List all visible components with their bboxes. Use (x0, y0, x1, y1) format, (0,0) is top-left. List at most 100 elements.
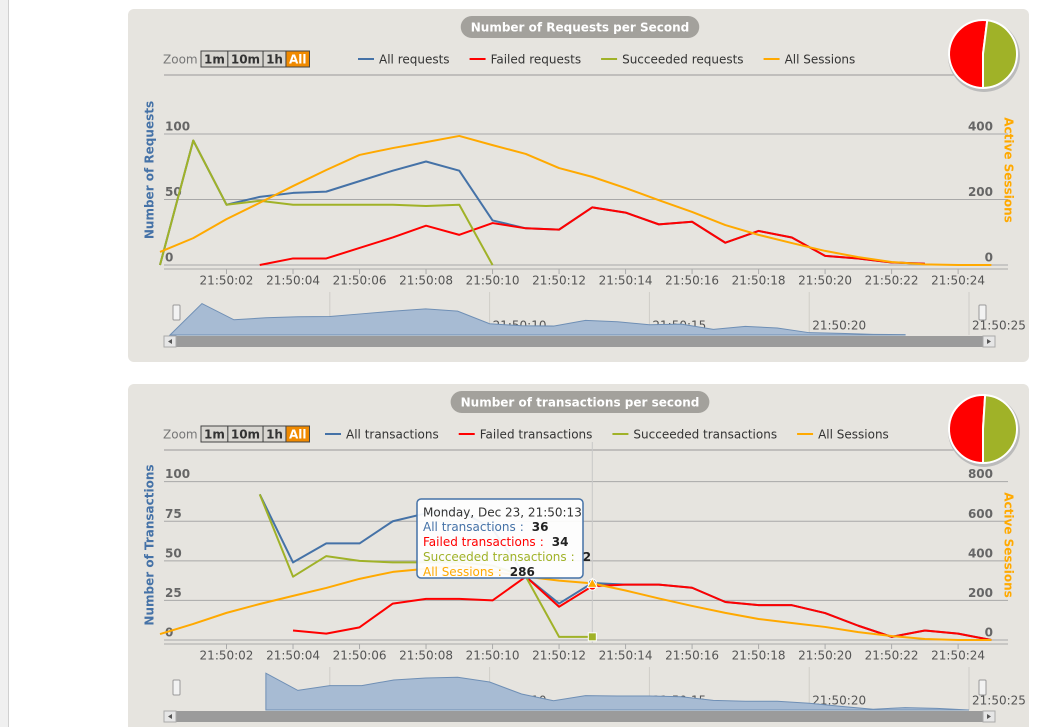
legend-label[interactable]: All transactions (346, 428, 439, 442)
y2-tick-label: 0 (985, 626, 993, 640)
x-tick-label: 21:50:08 (399, 649, 453, 663)
zoom-button-label[interactable]: All (289, 53, 307, 67)
legend-label[interactable]: Succeeded transactions (633, 428, 777, 442)
navigator-handle[interactable] (978, 304, 987, 321)
x-tick-label: 21:50:14 (599, 649, 653, 663)
y2-tick-label: 800 (968, 467, 993, 481)
legend-label[interactable]: All Sessions (818, 428, 889, 442)
x-tick-label: 21:50:24 (931, 274, 985, 288)
series-line (292, 575, 992, 641)
legend-label[interactable]: Succeeded requests (622, 53, 743, 67)
x-tick-label: 21:50:24 (931, 649, 985, 663)
zoom-button-label[interactable]: All (289, 428, 307, 442)
series-line (159, 134, 992, 266)
pie-slice (982, 394, 1018, 465)
x-tick-label: 21:50:20 (798, 649, 852, 663)
scrollbar-arrow-right (987, 714, 991, 719)
tooltip-series-name: Succeeded transactions (423, 550, 567, 564)
navigator-handle[interactable] (172, 679, 181, 696)
hover-marker (587, 632, 597, 642)
navigator-area (168, 302, 906, 336)
navigator-handle[interactable] (978, 679, 987, 696)
y2-axis-title: Active Sessions (1002, 117, 1016, 223)
y2-tick-label: 400 (968, 546, 993, 560)
scrollbar-arrow-right (987, 339, 991, 344)
legend-label[interactable]: All requests (379, 53, 450, 67)
x-tick-label: 21:50:22 (865, 274, 919, 288)
x-tick-label: 21:50:22 (865, 649, 919, 663)
y-tick-label: 0 (165, 251, 173, 265)
x-tick-label: 21:50:08 (399, 274, 453, 288)
y2-tick-label: 200 (968, 586, 993, 600)
x-tick-label: 21:50:06 (333, 649, 387, 663)
tooltip-separator: : (498, 565, 502, 579)
y2-axis-title: Active Sessions (1002, 492, 1016, 598)
title-pill (450, 391, 710, 413)
y-tick-label: 50 (165, 546, 182, 560)
series-line (159, 139, 494, 266)
x-tick-label: 21:50:18 (732, 649, 786, 663)
tooltip-row: All Sessions:286 (423, 565, 535, 579)
tooltip-box (416, 498, 584, 579)
pie-slice (982, 19, 1018, 90)
tooltip-value: 286 (510, 565, 535, 579)
scrollbar-arrow-left (168, 339, 172, 344)
navigator-tick-label: 21:50:25 (972, 694, 1026, 708)
x-tick-label: 21:50:12 (532, 274, 586, 288)
legend-label[interactable]: All Sessions (785, 53, 856, 67)
legend-label[interactable]: Failed transactions (480, 428, 593, 442)
tooltip-separator: : (540, 535, 544, 549)
y-tick-label: 100 (165, 467, 190, 481)
zoom-button-label[interactable]: 10m (231, 428, 260, 442)
zoom-button-label[interactable]: 1m (204, 428, 225, 442)
y2-tick-label: 200 (968, 185, 993, 199)
tooltip-series-name: Failed transactions (423, 535, 536, 549)
zoom-label: Zoom (163, 53, 198, 67)
x-tick-label: 21:50:18 (732, 274, 786, 288)
chart-title: Number of Requests per Second (471, 21, 690, 35)
y-axis-title: Number of Requests (143, 101, 157, 239)
tooltip-separator: : (520, 520, 524, 534)
tooltip-value: 2 (583, 550, 591, 564)
zoom-button-label[interactable]: 1h (266, 53, 283, 67)
x-tick-label: 21:50:14 (599, 274, 653, 288)
legend-label[interactable]: Failed requests (491, 53, 582, 67)
navigator-tick-label: 21:50:25 (972, 319, 1026, 333)
x-tick-label: 21:50:04 (266, 274, 320, 288)
navigator-tick-label: 21:50:20 (812, 694, 866, 708)
zoom-button[interactable] (285, 425, 310, 443)
x-tick-label: 21:50:10 (466, 274, 520, 288)
scrollbar-track[interactable] (164, 336, 995, 347)
y-tick-label: 100 (165, 119, 190, 133)
series-line (159, 564, 992, 641)
y-tick-label: 25 (165, 586, 182, 600)
pie-slice (948, 19, 989, 90)
zoom-button-label[interactable]: 1m (204, 53, 225, 67)
series-line (259, 206, 925, 266)
y-tick-label: 75 (165, 507, 182, 521)
navigator-tick-label: 21:50:20 (812, 319, 866, 333)
chart-panel (128, 9, 1029, 362)
tooltip-title: Monday, Dec 23, 21:50:13 (423, 506, 582, 520)
tooltip-separator: : (571, 550, 575, 564)
y2-tick-label: 400 (968, 119, 993, 133)
x-tick-label: 21:50:12 (532, 649, 586, 663)
zoom-button-label[interactable]: 1h (266, 428, 283, 442)
tooltip-row: Succeeded transactions:2 (423, 550, 591, 564)
tooltip-row: All transactions:36 (423, 520, 548, 534)
x-tick-label: 21:50:16 (665, 649, 719, 663)
x-tick-label: 21:50:02 (200, 274, 254, 288)
chart-title: Number of transactions per second (461, 396, 700, 410)
tooltip-series-name: All transactions (423, 520, 516, 534)
navigator-handle[interactable] (172, 304, 181, 321)
scrollbar-track[interactable] (164, 711, 995, 722)
x-tick-label: 21:50:02 (200, 649, 254, 663)
x-tick-label: 21:50:10 (466, 649, 520, 663)
x-tick-label: 21:50:06 (333, 274, 387, 288)
y-axis-title: Number of Transactions (143, 464, 157, 625)
zoom-button[interactable] (285, 50, 310, 68)
zoom-button-label[interactable]: 10m (231, 53, 260, 67)
